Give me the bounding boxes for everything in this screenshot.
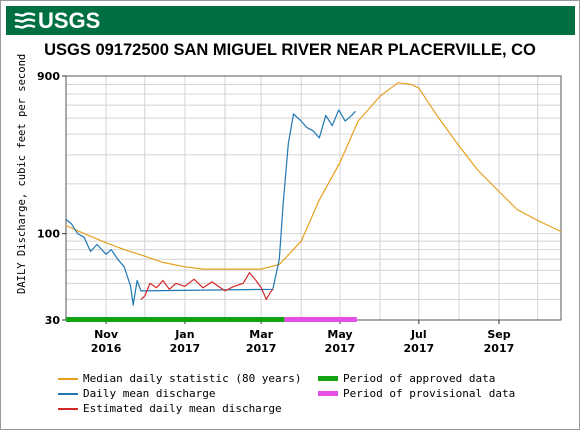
period-bar (66, 317, 285, 322)
plot-area (66, 76, 561, 320)
legend-label-approved: Period of approved data (343, 372, 496, 385)
x-tick-label: Jan (174, 328, 194, 341)
legend-item-approved: Period of approved data (318, 371, 515, 386)
x-tick-label-year: 2017 (404, 342, 435, 355)
legend-swatch-provisional (318, 391, 338, 396)
y-tick-label: 900 (37, 70, 60, 83)
x-tick-label-year: 2016 (91, 342, 122, 355)
x-tick-label: May (327, 328, 352, 341)
x-tick-label-year: 2017 (246, 342, 277, 355)
x-tick-label: Sep (487, 328, 510, 341)
x-tick-label-year: 2017 (170, 342, 201, 355)
legend-periods: Period of approved data Period of provis… (318, 371, 515, 401)
usgs-banner: USGS (6, 6, 575, 35)
y-tick-label: 100 (37, 228, 60, 241)
legend-label-provisional: Period of provisional data (343, 387, 516, 400)
legend-label-mean: Daily mean discharge (83, 387, 216, 400)
logo-text: USGS (38, 8, 101, 33)
chart-title: USGS 09172500 SAN MIGUEL RIVER NEAR PLAC… (44, 41, 536, 59)
legend-swatch-mean (58, 392, 78, 395)
legend-label-estimated: Estimated daily mean discharge (83, 402, 282, 415)
legend: Median daily statistic (80 years) Daily … (58, 371, 302, 416)
legend-item-mean: Daily mean discharge (58, 386, 302, 401)
y-tick-label: 30 (45, 314, 61, 327)
legend-item-median: Median daily statistic (80 years) (58, 371, 302, 386)
legend-label-median: Median daily statistic (80 years) (83, 372, 302, 385)
legend-swatch-estimated (58, 407, 78, 410)
legend-swatch-median (58, 377, 78, 380)
legend-item-estimated: Estimated daily mean discharge (58, 401, 302, 416)
legend-item-provisional: Period of provisional data (318, 386, 515, 401)
x-tick-label: Jul (410, 328, 427, 341)
x-tick-label: Mar (249, 328, 273, 341)
legend-swatch-approved (318, 376, 338, 381)
series-line-2 (140, 272, 274, 300)
series-line-0 (65, 82, 562, 270)
period-bar (284, 317, 357, 322)
usgs-logo[interactable]: USGS (14, 8, 101, 33)
x-tick-label-year: 2017 (325, 342, 356, 355)
x-tick-label-year: 2017 (484, 342, 515, 355)
x-tick-label: Nov (94, 328, 119, 341)
usgs-logo-icon (14, 12, 36, 29)
